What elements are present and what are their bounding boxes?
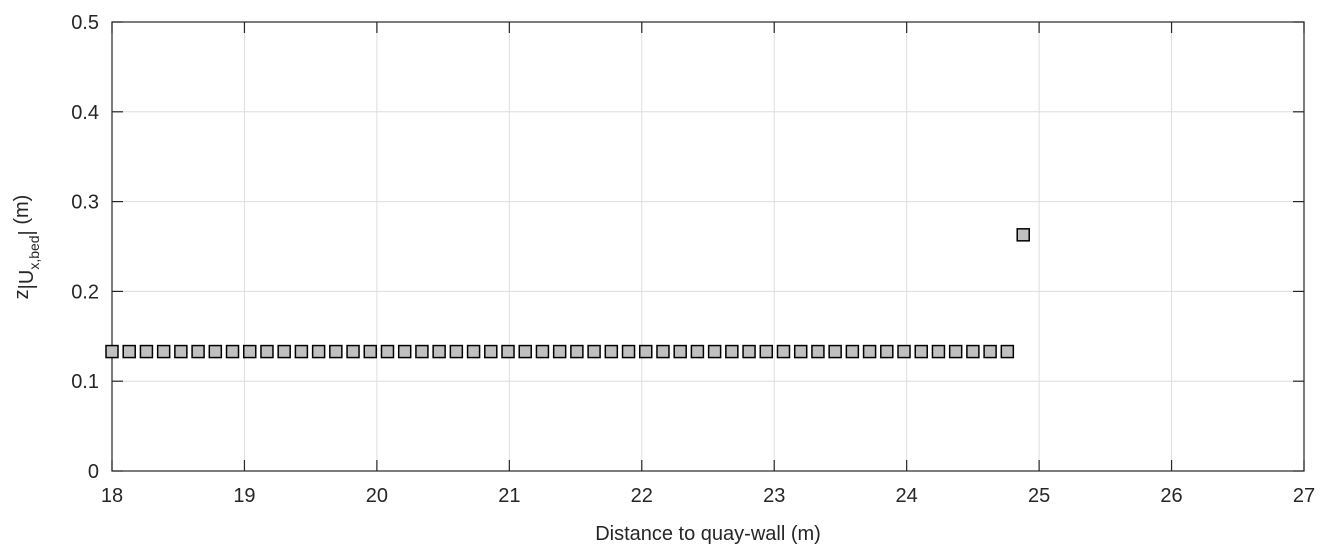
data-point-marker bbox=[1016, 228, 1030, 242]
y-axis-label-unit: (m) bbox=[11, 195, 33, 231]
data-point-marker bbox=[862, 344, 877, 359]
data-point-marker bbox=[811, 344, 825, 359]
x-tick-label: 24 bbox=[896, 485, 918, 507]
data-point-marker bbox=[828, 344, 842, 359]
plot-frame bbox=[111, 21, 1305, 472]
y-tick-label: 0.3 bbox=[71, 192, 99, 214]
data-point-marker bbox=[690, 344, 705, 359]
data-point-marker bbox=[914, 344, 928, 359]
data-point-marker bbox=[225, 344, 240, 359]
data-point-marker bbox=[776, 344, 791, 359]
data-point-marker bbox=[346, 344, 360, 359]
x-axis-label: Distance to quay-wall (m) bbox=[595, 523, 821, 545]
data-point-marker bbox=[122, 344, 136, 359]
y-tick-label: 0.5 bbox=[71, 12, 99, 34]
data-point-marker bbox=[897, 344, 911, 359]
data-point-marker bbox=[880, 344, 894, 359]
y-tick-label: 0.1 bbox=[71, 371, 99, 393]
data-point-marker bbox=[759, 344, 774, 359]
data-point-marker bbox=[466, 344, 481, 359]
x-tick-label: 23 bbox=[763, 485, 785, 507]
data-point-marker bbox=[621, 344, 636, 359]
grid bbox=[112, 22, 1304, 471]
y-tick-label: 0.2 bbox=[71, 281, 99, 303]
data-point-marker bbox=[673, 344, 687, 359]
y-axis-label: z|Ux,bed| (m) bbox=[11, 195, 42, 300]
data-point-marker bbox=[966, 344, 980, 359]
x-tick-label: 19 bbox=[233, 485, 255, 507]
y-axis-label-open: |U bbox=[16, 270, 38, 290]
data-point-marker bbox=[948, 344, 963, 359]
data-point-marker bbox=[501, 344, 515, 359]
x-tick-label: 18 bbox=[101, 485, 123, 507]
y-tick-label: 0.4 bbox=[71, 102, 99, 124]
data-point-marker bbox=[380, 344, 395, 359]
data-point-marker bbox=[570, 344, 584, 359]
data-point-marker bbox=[484, 344, 498, 359]
x-tick-label: 26 bbox=[1160, 485, 1182, 507]
data-point-marker bbox=[725, 344, 739, 359]
y-tick-label: 0 bbox=[88, 461, 99, 483]
x-tick-label: 20 bbox=[366, 485, 388, 507]
data-point-marker bbox=[518, 344, 532, 359]
plot-background bbox=[112, 22, 1304, 471]
data-point-marker bbox=[260, 344, 274, 359]
data-point-marker bbox=[363, 344, 378, 359]
y-axis-label-subscript: x,bed bbox=[26, 235, 42, 269]
y-axis-label-base: z bbox=[11, 289, 33, 299]
data-point-marker bbox=[639, 344, 653, 359]
data-point-marker bbox=[277, 344, 291, 359]
y-axis-label-close: | bbox=[16, 230, 38, 235]
y-tick-labels: 0 0.1 0.2 0.3 0.4 0.5 bbox=[71, 12, 99, 483]
data-point-marker bbox=[294, 344, 309, 359]
data-point-marker bbox=[587, 344, 601, 359]
data-point-marker bbox=[242, 344, 257, 359]
data-point-marker bbox=[931, 344, 946, 359]
data-point-marker bbox=[397, 344, 412, 359]
data-point-marker bbox=[1000, 344, 1015, 359]
data-point-marker bbox=[793, 344, 808, 359]
x-tick-labels: 18 19 20 21 22 23 24 25 26 27 bbox=[101, 485, 1315, 507]
data-point-marker bbox=[552, 344, 567, 359]
data-point-marker bbox=[415, 344, 429, 359]
data-point-marker bbox=[432, 344, 446, 359]
data-point-marker bbox=[208, 344, 223, 359]
data-point-marker bbox=[174, 344, 188, 359]
axis-ticks bbox=[111, 21, 1305, 472]
data-point-marker bbox=[311, 344, 326, 359]
data-point-marker bbox=[604, 344, 619, 359]
data-point-marker bbox=[449, 344, 464, 359]
data-point-marker bbox=[742, 344, 756, 359]
x-tick-label: 27 bbox=[1293, 485, 1315, 507]
x-tick-label: 25 bbox=[1028, 485, 1050, 507]
data-point-marker bbox=[707, 344, 722, 359]
x-tick-label: 21 bbox=[498, 485, 520, 507]
x-tick-label: 22 bbox=[631, 485, 653, 507]
data-point-marker bbox=[191, 344, 205, 359]
data-point-marker bbox=[983, 344, 997, 359]
data-point-marker bbox=[156, 344, 171, 359]
data-point-marker bbox=[139, 344, 154, 359]
data-point-marker bbox=[656, 344, 670, 359]
data-point-marker bbox=[105, 344, 119, 359]
data-point-marker bbox=[329, 344, 343, 359]
data-markers bbox=[105, 228, 1030, 359]
data-point-marker bbox=[535, 344, 550, 359]
data-point-marker bbox=[845, 344, 860, 359]
